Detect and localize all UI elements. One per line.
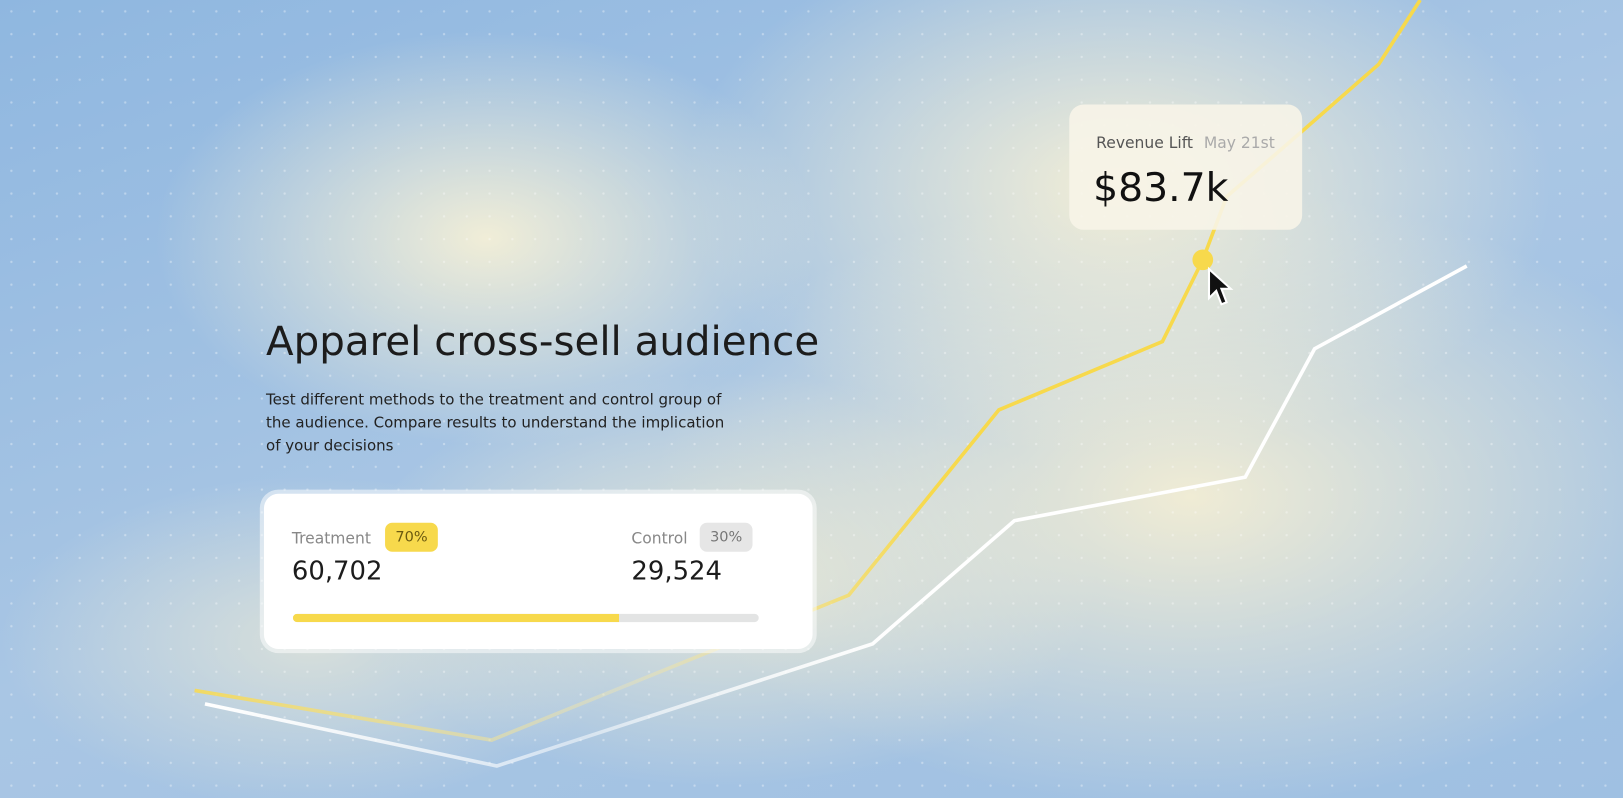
cursor <box>1207 266 1234 306</box>
treatment-count: 60,702 <box>291 555 383 586</box>
hover-point <box>1192 249 1234 306</box>
control-count: 29,524 <box>631 555 722 586</box>
split-card: Treatment 70% 60,702 Control 30% 29,524 <box>263 493 813 650</box>
tooltip-value: $83.7k <box>1093 164 1229 211</box>
treatment-label: Treatment <box>291 528 371 548</box>
control-line <box>204 264 1468 768</box>
control-label: Control <box>631 528 688 548</box>
point-marker <box>1192 249 1214 271</box>
tooltip: Revenue Lift May 21st $83.7k <box>1069 104 1303 230</box>
tooltip-date: May 21st <box>1203 133 1275 153</box>
split-bar-track <box>292 613 759 623</box>
title: Apparel cross-sell audience <box>266 318 820 366</box>
treatment-percent: 70% <box>385 522 438 552</box>
control-percent: 30% <box>699 522 753 552</box>
treatment-line <box>194 0 1422 742</box>
tooltip-metric: Revenue Lift <box>1096 133 1193 153</box>
description: Test different methods to the treatment … <box>266 392 725 455</box>
split-bar-fill <box>292 613 619 623</box>
